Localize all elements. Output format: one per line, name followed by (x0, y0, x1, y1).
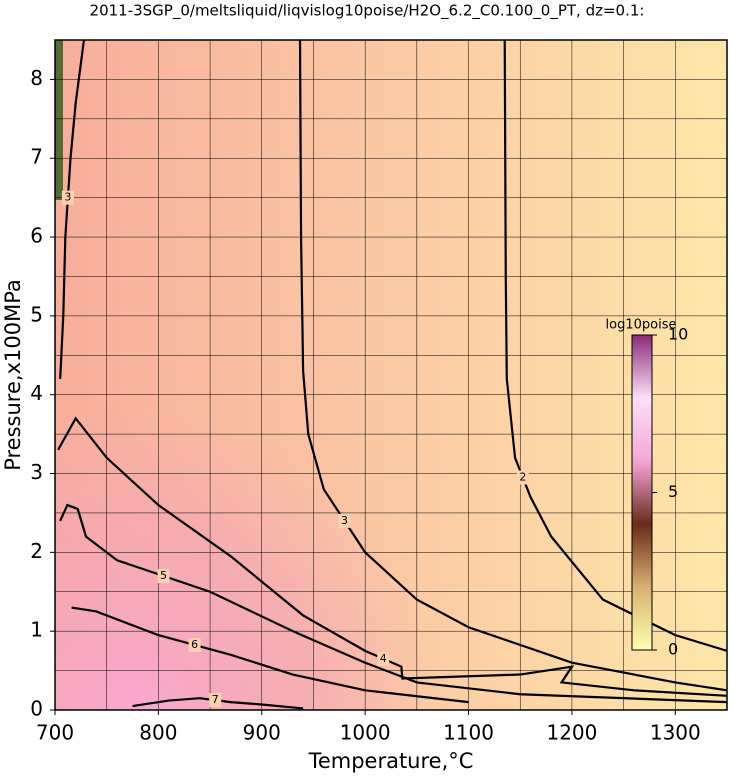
y-tick-label: 3 (30, 460, 43, 484)
x-tick-label: 1000 (340, 721, 391, 745)
contour-label-bg (61, 190, 74, 205)
y-axis-label: Pressure,x100MPa (1, 279, 25, 471)
x-tick-label: 1100 (443, 721, 494, 745)
contour-label: 3 (341, 514, 348, 527)
colorbar-tick-label: 10 (668, 325, 688, 344)
y-tick-label: 2 (30, 539, 43, 563)
contour-label-bg (157, 569, 170, 583)
plot-shade (55, 40, 727, 710)
colorbar (631, 334, 653, 651)
y-tick-label: 8 (30, 66, 43, 90)
colorbar-tick-label: 0 (668, 640, 678, 659)
contour-label-bg (516, 470, 529, 485)
contour-label-bg (209, 693, 222, 708)
y-tick-label: 5 (30, 302, 43, 326)
x-tick-label: 700 (36, 721, 74, 745)
colorbar-label: log10poise (606, 318, 677, 333)
contour-label: 4 (380, 652, 387, 665)
contour-label: 5 (160, 569, 167, 582)
x-tick-label: 1200 (546, 721, 597, 745)
contour-line (59, 503, 728, 704)
chart-title: 2011-3SGP_0/meltsliquid/liqvislog10poise… (90, 2, 645, 21)
contour-label-bg (377, 651, 390, 666)
contour-label: 2 (519, 470, 526, 483)
plot-frame (54, 39, 728, 711)
y-tick-label: 7 (30, 145, 43, 169)
y-tick-label: 1 (30, 618, 43, 642)
y-tick-label: 6 (30, 224, 43, 248)
x-axis-label: Temperature,°C (308, 749, 474, 773)
contour-line (71, 606, 469, 704)
y-tick-label: 0 (30, 697, 43, 721)
x-tick-label: 1300 (650, 721, 701, 745)
colorbar-tick-label: 5 (668, 482, 678, 501)
contour-label: 3 (64, 191, 71, 204)
contour-label: 7 (212, 693, 219, 706)
contour-label-bg (188, 637, 201, 652)
contour-label-bg (338, 513, 351, 528)
x-tick-label: 900 (243, 721, 281, 745)
contour-label: 6 (191, 638, 198, 651)
x-tick-label: 800 (139, 721, 177, 745)
y-tick-label: 4 (30, 381, 43, 405)
edge-shade (55, 40, 63, 200)
contour-line (298, 39, 728, 692)
